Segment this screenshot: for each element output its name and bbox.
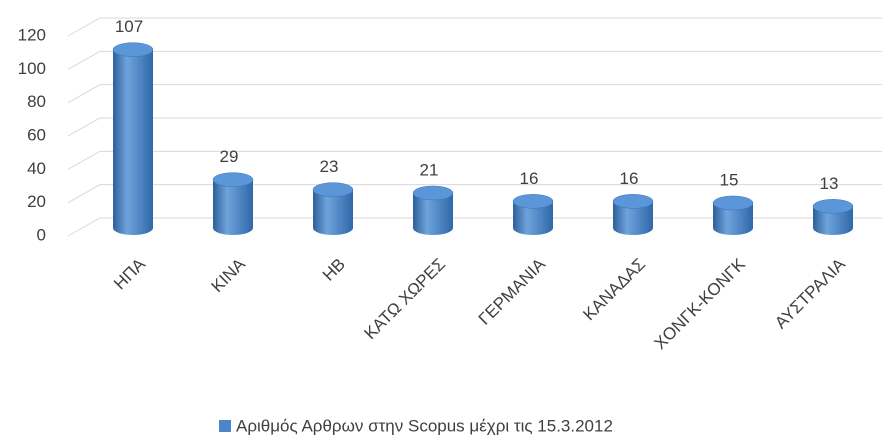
value-label: 23 [320, 157, 339, 176]
y-tick-label: 40 [27, 159, 46, 178]
bar-body [413, 193, 453, 235]
value-label: 15 [720, 170, 739, 189]
grid-line [67, 150, 882, 170]
bar [212, 172, 254, 235]
grid-line [67, 84, 882, 104]
y-tick-label: 120 [18, 25, 46, 44]
bar [512, 194, 554, 235]
legend-swatch [219, 420, 231, 432]
bar-top [412, 185, 454, 201]
bar-top [312, 182, 354, 197]
x-tick-label: ΚΑΤΩ ΧΩΡΕΣ [360, 255, 449, 344]
bar-top [712, 195, 754, 211]
bar-top [512, 194, 554, 209]
grid-line [67, 50, 882, 70]
bar-body [313, 189, 353, 235]
bar-top [212, 172, 254, 187]
bar-body [113, 49, 153, 235]
bar-body [713, 203, 753, 235]
y-tick-label: 100 [18, 59, 46, 78]
bar-top [112, 42, 154, 57]
bar-body [213, 179, 253, 235]
value-label: 16 [620, 169, 639, 188]
y-tick-label: 80 [27, 92, 46, 111]
value-label: 13 [820, 174, 839, 193]
x-tick-label: ΚΑΝΑΔΑΣ [579, 255, 649, 325]
bar [712, 195, 754, 235]
grid-line [67, 117, 882, 137]
bar [112, 42, 154, 235]
y-tick-label: 0 [37, 225, 46, 244]
bar-body [513, 201, 553, 235]
value-label: 21 [420, 160, 439, 179]
x-tick-label: ΗΒ [319, 255, 349, 285]
value-label: 16 [520, 169, 539, 188]
x-tick-label: ΓΕΡΜΑΝΙΑ [475, 254, 550, 329]
value-label: 107 [115, 17, 143, 36]
bar [612, 194, 654, 235]
grid-line [67, 17, 882, 37]
y-tick-label: 20 [27, 192, 46, 211]
bar-top [612, 194, 654, 209]
x-tick-label: ΗΠΑ [110, 254, 149, 293]
bar [312, 182, 354, 235]
grid-line [67, 217, 882, 237]
bars [112, 42, 854, 235]
legend-label: Αριθμός Αρθρων στην Scopus μέχρι τις 15.… [236, 416, 613, 435]
y-tick-label: 60 [27, 125, 46, 144]
x-tick-label: ΑΥΣΤΡΑΛΙΑ [771, 254, 849, 332]
grid-line [67, 184, 882, 204]
bar-body [613, 201, 653, 235]
bar-top [812, 199, 854, 214]
value-label: 29 [220, 147, 239, 166]
bar [412, 185, 454, 235]
x-tick-label: ΧΟΝΓΚ-ΚΟΝΓΚ [651, 254, 750, 353]
x-tick-label: ΚΙΝΑ [208, 254, 250, 296]
bar-body [813, 206, 853, 235]
bar [812, 199, 854, 235]
grid [67, 17, 882, 237]
